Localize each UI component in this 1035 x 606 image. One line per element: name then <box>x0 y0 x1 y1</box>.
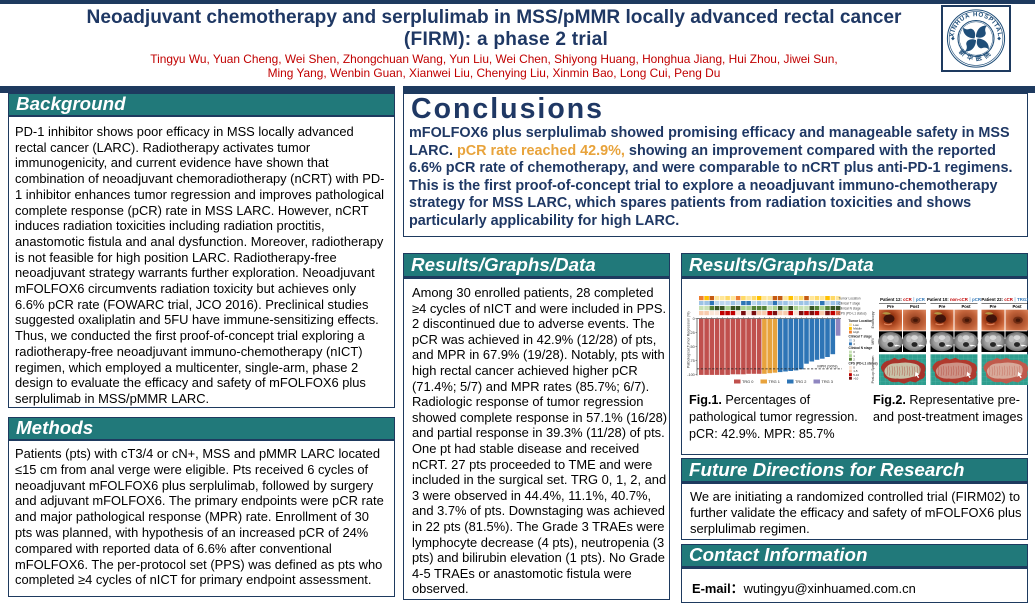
svg-text:Post: Post <box>910 304 920 309</box>
svg-text:Pre: Pre <box>990 304 997 309</box>
svg-text:TRG 1: TRG 1 <box>769 379 780 384</box>
svg-text:TRG 0: TRG 0 <box>742 379 754 384</box>
svg-text:5-10: 5-10 <box>853 373 859 377</box>
svg-text:4: 4 <box>853 342 855 346</box>
svg-text:TRG 3: TRG 3 <box>822 379 833 384</box>
svg-text:High: High <box>853 330 859 334</box>
svg-text:Low: Low <box>853 323 859 327</box>
svg-text:-25: -25 <box>689 331 695 335</box>
svg-text:Pre: Pre <box>887 304 894 309</box>
svg-text:TRG 2: TRG 2 <box>795 379 806 384</box>
svg-text:0: 0 <box>853 350 855 354</box>
svg-text:1-5: 1-5 <box>853 369 858 373</box>
svg-text:1: 1 <box>853 354 855 358</box>
svg-text:CPS (PD-L1 status): CPS (PD-L1 status) <box>839 312 867 316</box>
svg-text:2: 2 <box>853 357 855 361</box>
svg-text:Tumor Location: Tumor Location <box>839 297 861 301</box>
svg-text:Post-op Specimen: Post-op Specimen <box>871 356 875 384</box>
svg-text:Patient 12: cCR｜pCR: Patient 12: cCR｜pCR <box>880 297 926 303</box>
svg-text:Clinical T stage: Clinical T stage <box>849 334 873 338</box>
svg-text:MPR (90%): MPR (90%) <box>817 364 838 369</box>
svg-text:Post: Post <box>1012 304 1022 309</box>
svg-text:-75: -75 <box>689 359 695 363</box>
svg-text:Clinical T stage: Clinical T stage <box>839 302 861 306</box>
svg-text:Patient 22: cCR｜TRG3: Patient 22: cCR｜TRG3 <box>981 297 1028 303</box>
svg-text:MRI: MRI <box>871 338 875 344</box>
svg-text:Middle: Middle <box>853 327 862 331</box>
svg-text:Endoscopy: Endoscopy <box>871 311 875 328</box>
svg-text:Clinical N stage: Clinical N stage <box>849 346 873 350</box>
svg-text:>10: >10 <box>853 376 858 380</box>
svg-text:Patient 10: non-cCR｜pCR: Patient 10: non-cCR｜pCR <box>927 297 982 303</box>
svg-text:CPS (PD-L1 status): CPS (PD-L1 status) <box>849 362 878 366</box>
svg-text:Pre: Pre <box>939 304 946 309</box>
svg-text:XINHUA HOSPITAL: XINHUA HOSPITAL <box>949 11 1004 37</box>
svg-text:Pathological Tumor Regression: Pathological Tumor Regression (%) <box>687 311 691 368</box>
svg-text:Tumor Location: Tumor Location <box>849 319 873 323</box>
svg-text:0: 0 <box>693 317 695 321</box>
svg-text:Post: Post <box>961 304 971 309</box>
svg-text:3: 3 <box>853 338 855 342</box>
svg-text:0: 0 <box>853 366 855 370</box>
svg-text:-50: -50 <box>689 345 695 349</box>
svg-text:-100: -100 <box>687 373 695 377</box>
svg-text:Clinical N stage: Clinical N stage <box>839 307 861 311</box>
